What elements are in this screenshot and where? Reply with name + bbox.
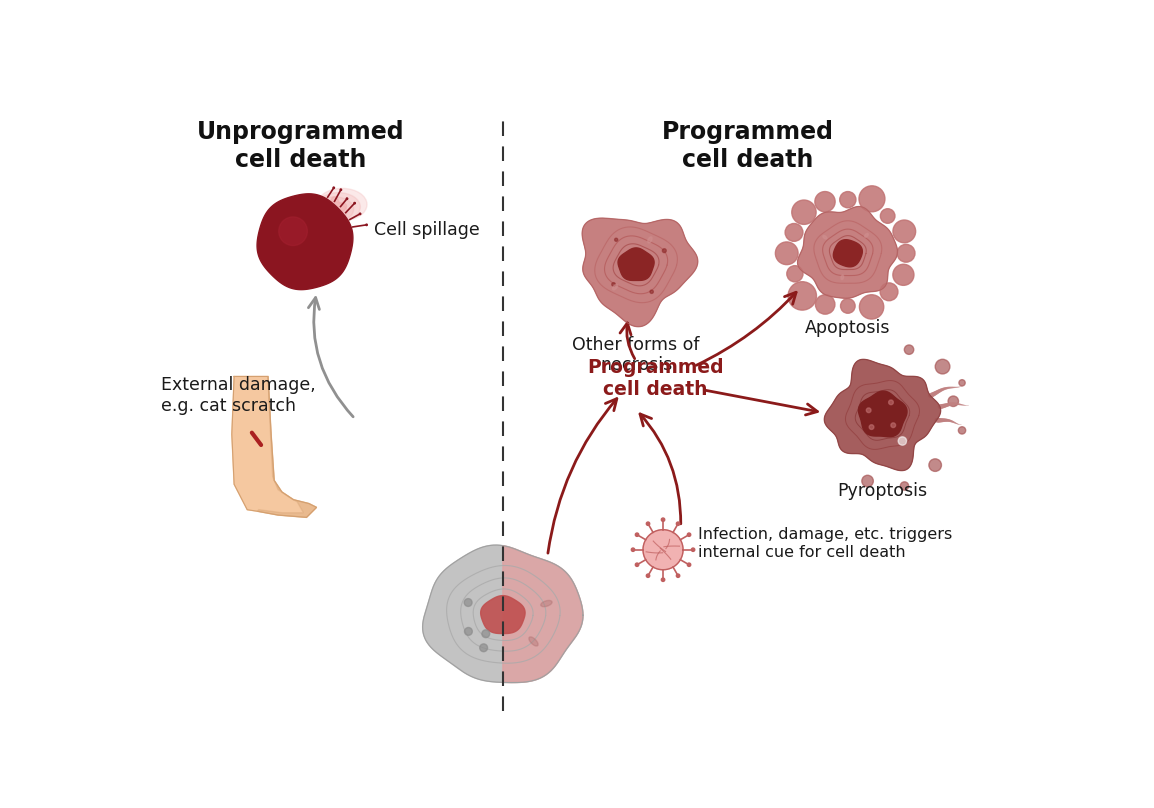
- Circle shape: [480, 644, 487, 652]
- Circle shape: [816, 295, 835, 314]
- Circle shape: [897, 244, 915, 263]
- Polygon shape: [619, 248, 654, 280]
- Circle shape: [949, 396, 959, 406]
- Circle shape: [691, 548, 695, 551]
- Polygon shape: [859, 391, 907, 437]
- Polygon shape: [481, 595, 525, 633]
- Circle shape: [676, 522, 680, 525]
- Polygon shape: [422, 545, 583, 683]
- Circle shape: [775, 242, 799, 265]
- Circle shape: [889, 400, 893, 405]
- Ellipse shape: [315, 197, 353, 221]
- Circle shape: [615, 238, 617, 242]
- Circle shape: [905, 345, 914, 355]
- Text: Unprogrammed
cell death: Unprogrammed cell death: [197, 120, 405, 172]
- Circle shape: [688, 533, 691, 537]
- Circle shape: [612, 283, 615, 286]
- Circle shape: [334, 187, 335, 188]
- Circle shape: [464, 599, 472, 607]
- Circle shape: [840, 191, 856, 208]
- Polygon shape: [322, 196, 346, 220]
- Polygon shape: [797, 207, 898, 298]
- Polygon shape: [583, 218, 698, 326]
- Text: Cell spillage: Cell spillage: [374, 221, 480, 239]
- Circle shape: [359, 213, 361, 215]
- Circle shape: [958, 427, 966, 434]
- Circle shape: [636, 533, 638, 537]
- Ellipse shape: [541, 600, 552, 607]
- Circle shape: [465, 628, 472, 635]
- Text: Programmed
cell death: Programmed cell death: [661, 120, 833, 172]
- Circle shape: [661, 518, 665, 521]
- Circle shape: [788, 282, 817, 310]
- Ellipse shape: [315, 201, 347, 222]
- Ellipse shape: [314, 205, 340, 223]
- Ellipse shape: [317, 188, 367, 221]
- Circle shape: [646, 574, 650, 578]
- Circle shape: [482, 629, 489, 638]
- Text: Programmed
cell death: Programmed cell death: [587, 358, 724, 399]
- Ellipse shape: [647, 237, 652, 243]
- Circle shape: [676, 574, 680, 578]
- Circle shape: [891, 423, 896, 427]
- Circle shape: [631, 548, 635, 551]
- Circle shape: [840, 299, 855, 314]
- Circle shape: [893, 220, 915, 242]
- Ellipse shape: [864, 234, 868, 238]
- Circle shape: [650, 290, 653, 293]
- Circle shape: [929, 459, 942, 471]
- Polygon shape: [643, 530, 683, 570]
- Polygon shape: [503, 545, 583, 683]
- Circle shape: [860, 295, 884, 319]
- Circle shape: [867, 408, 871, 413]
- Circle shape: [862, 475, 874, 486]
- Circle shape: [893, 264, 914, 285]
- Circle shape: [354, 203, 355, 204]
- Circle shape: [346, 198, 347, 200]
- Text: Pyroptosis: Pyroptosis: [838, 482, 928, 500]
- Circle shape: [688, 563, 691, 566]
- Circle shape: [636, 563, 638, 566]
- Polygon shape: [833, 240, 862, 267]
- Circle shape: [787, 266, 803, 282]
- Circle shape: [646, 522, 650, 525]
- Circle shape: [869, 425, 874, 429]
- Circle shape: [898, 437, 907, 445]
- Ellipse shape: [841, 275, 844, 280]
- Ellipse shape: [613, 284, 617, 290]
- Circle shape: [859, 186, 885, 212]
- Circle shape: [279, 217, 307, 246]
- Circle shape: [792, 200, 816, 225]
- Polygon shape: [257, 377, 316, 517]
- Polygon shape: [257, 194, 353, 289]
- Circle shape: [785, 224, 803, 242]
- Text: External damage,
e.g. cat scratch: External damage, e.g. cat scratch: [162, 377, 316, 415]
- Text: Other forms of
necrosis: Other forms of necrosis: [572, 335, 699, 374]
- Circle shape: [366, 224, 367, 225]
- Ellipse shape: [823, 235, 827, 239]
- Circle shape: [881, 208, 896, 223]
- Circle shape: [815, 191, 835, 212]
- Circle shape: [881, 283, 898, 301]
- Polygon shape: [824, 360, 941, 470]
- Polygon shape: [232, 377, 316, 517]
- Text: Infection, damage, etc. triggers
internal cue for cell death: Infection, damage, etc. triggers interna…: [698, 528, 952, 560]
- Text: Apoptosis: Apoptosis: [805, 318, 891, 337]
- Circle shape: [900, 482, 908, 490]
- Circle shape: [661, 578, 665, 582]
- Circle shape: [662, 249, 666, 253]
- Circle shape: [340, 189, 342, 191]
- Circle shape: [959, 380, 965, 386]
- Ellipse shape: [316, 192, 360, 221]
- Circle shape: [935, 360, 950, 374]
- Ellipse shape: [529, 637, 538, 646]
